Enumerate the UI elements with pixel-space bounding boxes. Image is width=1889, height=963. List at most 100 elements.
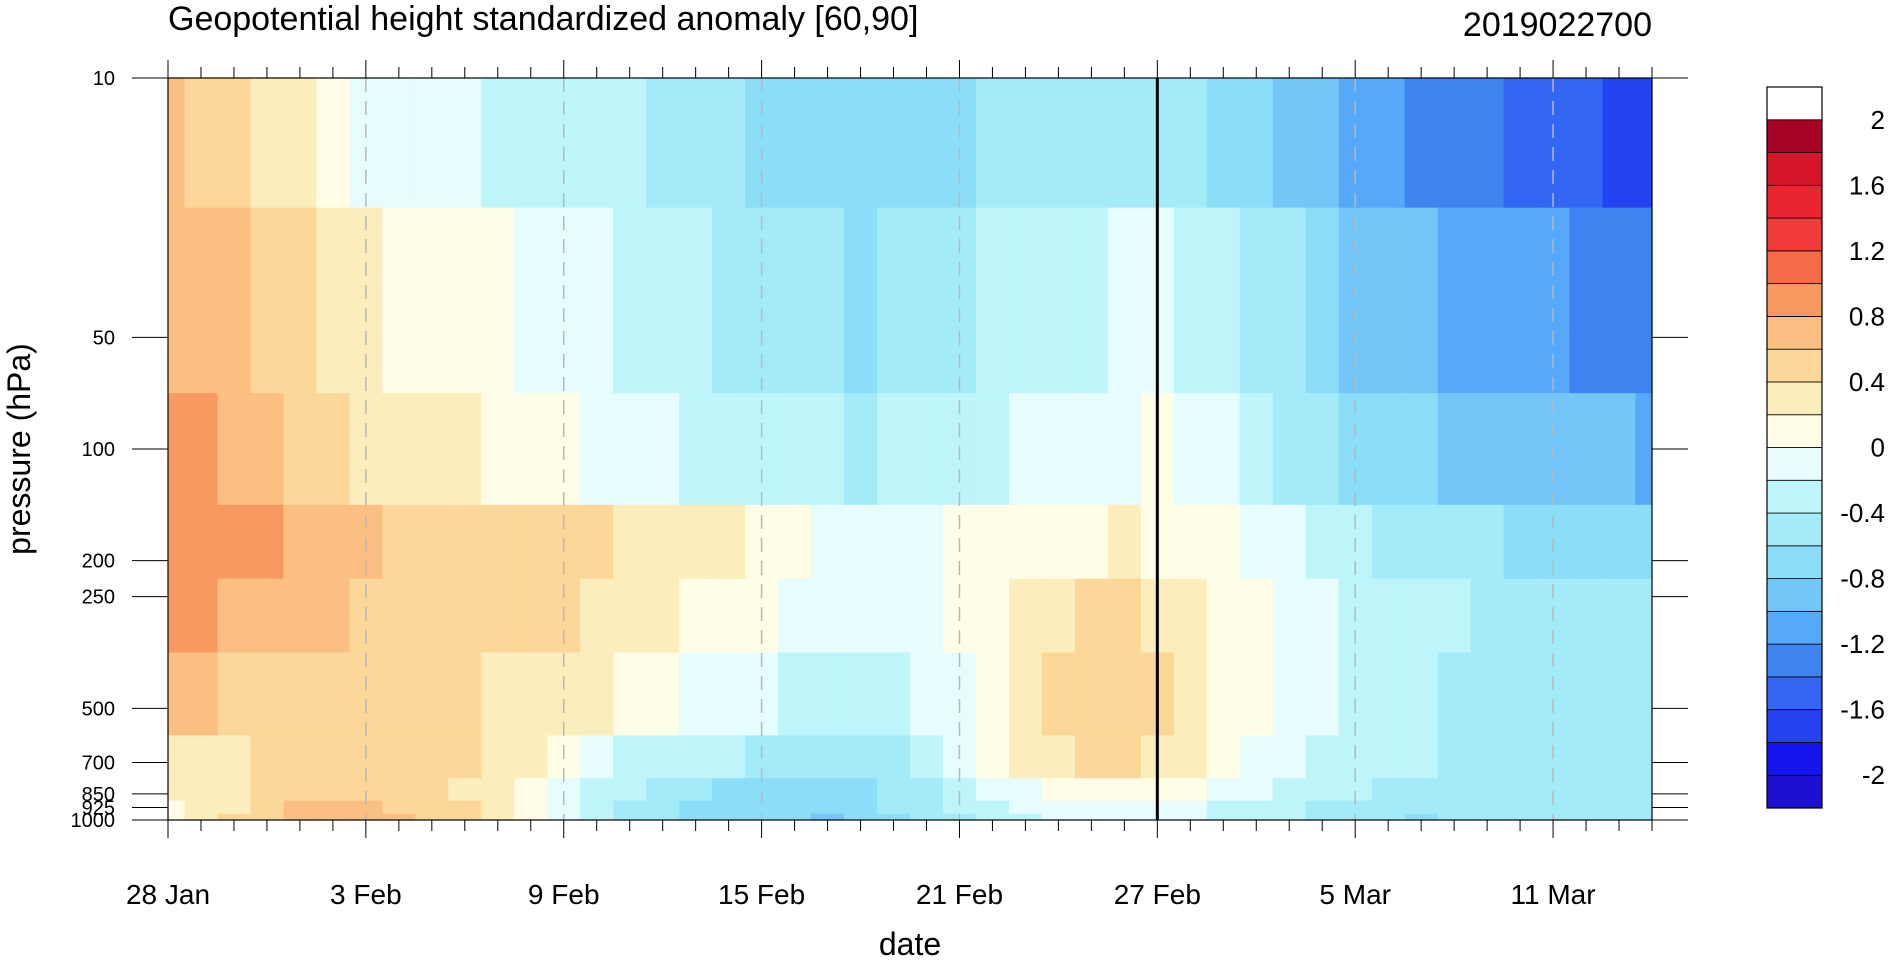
heatmap-cell: [382, 813, 416, 820]
heatmap-cell: [316, 652, 350, 737]
heatmap-cell: [877, 813, 911, 820]
heatmap-cell: [1602, 504, 1637, 580]
heatmap-cell: [942, 800, 977, 815]
y-tick-label: 200: [82, 551, 115, 573]
heatmap-cell: [679, 735, 713, 779]
heatmap-cell: [1173, 393, 1208, 506]
heatmap-cell: [1371, 778, 1406, 802]
heatmap-cell: [1074, 393, 1109, 506]
heatmap-cell: [1107, 735, 1142, 779]
colorbar-swatch: [1766, 447, 1823, 481]
heatmap-cell: [646, 78, 680, 209]
heatmap-cell: [778, 813, 812, 820]
heatmap-cell: [580, 393, 614, 506]
colorbar-swatch: [1766, 348, 1823, 383]
heatmap-cell: [217, 393, 252, 506]
heatmap-cell: [613, 813, 647, 820]
heatmap-cell: [481, 735, 515, 779]
heatmap-cell: [1107, 778, 1142, 802]
heatmap-cell: [1107, 813, 1142, 820]
heatmap-cell: [712, 393, 746, 506]
heatmap-cell: [547, 778, 581, 802]
heatmap-cell: [217, 78, 252, 209]
heatmap-cell: [1503, 578, 1538, 654]
heatmap-cell: [1404, 778, 1439, 802]
heatmap-cell: [613, 504, 647, 580]
heatmap-cell: [910, 800, 944, 815]
heatmap-cell: [283, 207, 317, 394]
heatmap-cell: [217, 207, 252, 394]
heatmap-cell: [1569, 778, 1604, 802]
heatmap-cell: [646, 504, 680, 580]
heatmap-cell: [613, 778, 647, 802]
heatmap-cell: [811, 393, 845, 506]
heatmap-cell: [613, 652, 647, 737]
heatmap-cell: [1107, 578, 1142, 654]
heatmap-cell: [1239, 504, 1274, 580]
heatmap-cell: [1569, 78, 1604, 209]
heatmap-cell: [448, 813, 482, 820]
colorbar-label: 0.4: [1849, 367, 1885, 397]
heatmap-cell: [1371, 813, 1406, 820]
heatmap-cell: [283, 504, 317, 580]
heatmap-cell: [1371, 652, 1406, 737]
heatmap-cell: [844, 735, 878, 779]
heatmap-cell: [1272, 578, 1307, 654]
heatmap-cell: [811, 652, 845, 737]
heatmap-cell: [1470, 813, 1505, 820]
heatmap-cell: [1206, 78, 1241, 209]
heatmap-cell: [712, 207, 746, 394]
heatmap-cell: [1371, 578, 1406, 654]
heatmap-cell: [910, 735, 944, 779]
heatmap-cell: [844, 813, 878, 820]
heatmap-cell: [1074, 800, 1109, 815]
heatmap-cell: [415, 504, 449, 580]
heatmap-cell: [250, 652, 285, 737]
heatmap-cell: [844, 393, 878, 506]
heatmap-cell: [613, 800, 647, 815]
y-tick-label: 100: [82, 439, 115, 461]
heatmap-cell: [514, 735, 548, 779]
heatmap-cell: [448, 652, 482, 737]
heatmap-cell: [1041, 778, 1076, 802]
heatmap-cell: [975, 813, 1010, 820]
heatmap-cell: [975, 778, 1010, 802]
heatmap-cell: [1437, 207, 1472, 394]
heatmap-cell: [975, 800, 1010, 815]
heatmap-cell: [283, 778, 317, 802]
heatmap-cell: [613, 78, 647, 209]
colorbar-label: -0.4: [1840, 498, 1885, 528]
heatmap-cell: [514, 78, 548, 209]
heatmap-cell: [1107, 800, 1142, 815]
heatmap-cell: [679, 778, 713, 802]
heatmap-cell: [168, 778, 186, 802]
heatmap-cell: [1239, 735, 1274, 779]
heatmap-cell: [250, 578, 285, 654]
heatmap-cell: [1206, 800, 1241, 815]
heatmap-cell: [1305, 78, 1340, 209]
heatmap-cell: [1404, 578, 1439, 654]
heatmap-cell: [942, 778, 977, 802]
heatmap-cell: [1041, 393, 1076, 506]
heatmap-cell: [910, 393, 944, 506]
heatmap-cell: [1305, 504, 1340, 580]
heatmap-cell: [217, 652, 252, 737]
heatmap-cell: [217, 578, 252, 654]
heatmap-cell: [250, 778, 285, 802]
heatmap-cell: [1239, 78, 1274, 209]
heatmap-cell: [1437, 393, 1472, 506]
heatmap-cells: [168, 78, 1652, 820]
heatmap-cell: [514, 578, 548, 654]
heatmap-cell: [580, 800, 614, 815]
heatmap-cell: [1272, 393, 1307, 506]
heatmap-cell: [877, 393, 911, 506]
heatmap-cell: [1206, 504, 1241, 580]
heatmap-cell: [1305, 735, 1340, 779]
heatmap-cell: [1470, 735, 1505, 779]
colorbar: 2 1.6 1.2 0.8 0.4 0 -0.4 -0.8 -1.2 -1.6 -2: [1766, 86, 1885, 809]
heatmap-cell: [778, 504, 812, 580]
heatmap-cell: [250, 504, 285, 580]
heatmap-cell: [1404, 800, 1439, 815]
heatmap-cell: [1404, 78, 1439, 209]
